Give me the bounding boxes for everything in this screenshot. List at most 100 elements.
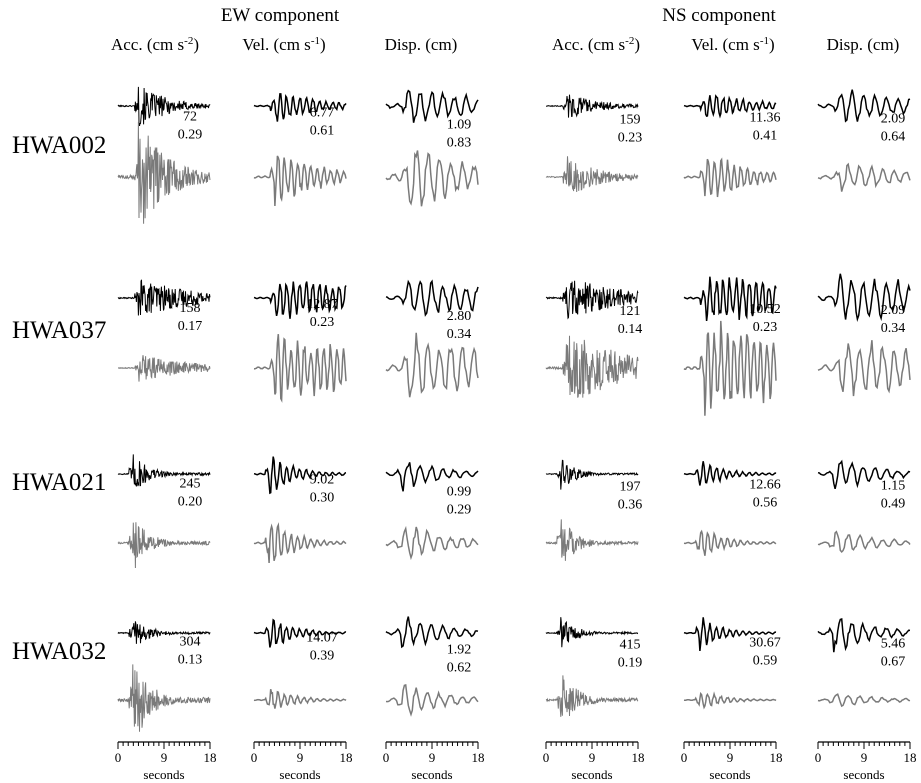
time-axes: 0 9 18 seconds 0 9 18 seconds 0 9 18 seconds 0 9 18 sec… bbox=[115, 741, 917, 782]
waveform-gray bbox=[253, 522, 347, 564]
axis-tick-label: 0 bbox=[815, 750, 822, 765]
peak-value-top: 2.09 bbox=[881, 303, 906, 318]
axis-tick-label: 9 bbox=[861, 750, 868, 765]
peak-value-top: 12.87 bbox=[306, 297, 338, 312]
peak-value-bottom: 0.41 bbox=[753, 129, 778, 144]
peak-value-bottom: 0.23 bbox=[753, 320, 778, 335]
axis-tick-label: 0 bbox=[543, 750, 550, 765]
peak-value-bottom: 0.20 bbox=[178, 495, 203, 510]
column-header: Vel. (cm s-1) bbox=[242, 35, 325, 54]
axis-tick-label: 18 bbox=[340, 750, 353, 765]
peak-value-top: 2.09 bbox=[881, 112, 906, 127]
axis-tick-label: 9 bbox=[161, 750, 168, 765]
waveform-gray bbox=[385, 684, 479, 717]
station-label: HWA002 bbox=[12, 132, 106, 159]
waveform-black bbox=[117, 279, 211, 316]
column-header: Vel. (cm s-1) bbox=[691, 35, 774, 54]
peak-value-top: 30.67 bbox=[749, 636, 781, 651]
axis-xlabel: seconds bbox=[571, 767, 612, 782]
waveform-gray bbox=[817, 162, 911, 192]
peak-value-top: 14.07 bbox=[306, 631, 338, 646]
waveform-black bbox=[253, 93, 347, 122]
peak-value-top: 1.09 bbox=[447, 118, 472, 133]
peak-value-bottom: 0.36 bbox=[618, 498, 643, 513]
peak-value-top: 121 bbox=[620, 304, 641, 319]
peak-value-top: 11.36 bbox=[750, 111, 781, 126]
axis-xlabel: seconds bbox=[143, 767, 184, 782]
peak-value-top: 2.80 bbox=[447, 309, 472, 324]
waveform-traces bbox=[117, 86, 911, 732]
peak-value-bottom: 0.29 bbox=[447, 503, 472, 518]
waveform-gray bbox=[545, 335, 639, 398]
peak-value-bottom: 0.67 bbox=[881, 655, 906, 670]
waveform-black bbox=[117, 454, 211, 487]
waveform-gray bbox=[385, 332, 479, 398]
waveform-black bbox=[117, 621, 211, 644]
waveform-gray bbox=[545, 156, 639, 193]
peak-value-bottom: 0.59 bbox=[753, 654, 778, 669]
waveform-gray bbox=[118, 355, 211, 382]
peak-value-bottom: 0.34 bbox=[447, 327, 472, 342]
waveform-black bbox=[545, 459, 639, 490]
waveform-gray bbox=[117, 522, 211, 569]
station-label: HWA037 bbox=[12, 317, 106, 344]
waveform-gray bbox=[253, 334, 347, 403]
column-header: Acc. (cm s-2) bbox=[111, 35, 199, 54]
peak-value-top: 12.66 bbox=[749, 478, 781, 493]
waveform-gray bbox=[817, 340, 911, 397]
waveform-gray bbox=[117, 121, 211, 224]
peak-value-top: 0.99 bbox=[447, 485, 472, 500]
peak-value-bottom: 0.34 bbox=[881, 321, 906, 336]
waveform-black bbox=[385, 89, 479, 123]
peak-value-top: 5.46 bbox=[881, 637, 906, 652]
waveform-black bbox=[545, 280, 639, 320]
peak-value-bottom: 0.23 bbox=[618, 131, 643, 146]
waveform-black bbox=[817, 617, 911, 653]
waveform-gray bbox=[545, 519, 639, 561]
peak-value-top: 6.77 bbox=[310, 106, 335, 121]
waveform-black bbox=[253, 618, 347, 648]
peak-value-top: 245 bbox=[180, 477, 201, 492]
waveform-black bbox=[545, 617, 639, 648]
peak-value-bottom: 0.30 bbox=[310, 491, 335, 506]
peak-value-bottom: 0.83 bbox=[447, 136, 472, 151]
column-header: Disp. (cm) bbox=[827, 35, 900, 54]
column-header: Disp. (cm) bbox=[385, 35, 458, 54]
axis-tick-label: 0 bbox=[251, 750, 258, 765]
axis-tick-label: 0 bbox=[115, 750, 122, 765]
peak-value-top: 9.02 bbox=[310, 473, 335, 488]
peak-value-bottom: 0.61 bbox=[310, 124, 335, 139]
waveform-black bbox=[817, 459, 911, 489]
axis-xlabel: seconds bbox=[843, 767, 884, 782]
peak-value-labels: 72 0.29 6.77 0.61 1.09 0.83 159 0.23 11.36 0.41 2.… bbox=[178, 106, 906, 676]
waveform-black bbox=[817, 89, 911, 123]
peak-value-bottom: 0.49 bbox=[881, 497, 906, 512]
waveform-black bbox=[683, 94, 777, 119]
waveform-black bbox=[385, 462, 479, 492]
component-title: EW component bbox=[221, 5, 340, 26]
peak-value-top: 1.15 bbox=[881, 479, 906, 494]
axis-tick-label: 18 bbox=[632, 750, 645, 765]
peak-value-top: 1.92 bbox=[447, 643, 472, 658]
axis-tick-label: 18 bbox=[904, 750, 917, 765]
peak-value-bottom: 0.17 bbox=[178, 319, 203, 334]
axis-tick-label: 9 bbox=[727, 750, 734, 765]
peak-value-bottom: 0.13 bbox=[178, 653, 203, 668]
station-labels: HWA002 HWA037 HWA021 HWA032 bbox=[12, 132, 106, 665]
waveform-black bbox=[683, 276, 777, 321]
axis-tick-label: 9 bbox=[429, 750, 436, 765]
waveform-gray bbox=[117, 664, 211, 732]
waveform-gray bbox=[683, 529, 777, 556]
waveform-gray bbox=[253, 155, 347, 207]
axis-tick-label: 18 bbox=[204, 750, 217, 765]
column-headers: EW component Acc. (cm s-2) Vel. (cm s-1) Di… bbox=[111, 5, 899, 54]
axis-tick-label: 0 bbox=[681, 750, 688, 765]
waveform-gray bbox=[683, 320, 777, 416]
axis-tick-label: 18 bbox=[472, 750, 485, 765]
peak-value-top: 72 bbox=[183, 110, 197, 125]
axis-tick-label: 0 bbox=[383, 750, 390, 765]
axis-xlabel: seconds bbox=[279, 767, 320, 782]
component-title: NS component bbox=[662, 5, 776, 26]
peak-value-bottom: 0.39 bbox=[310, 649, 335, 664]
